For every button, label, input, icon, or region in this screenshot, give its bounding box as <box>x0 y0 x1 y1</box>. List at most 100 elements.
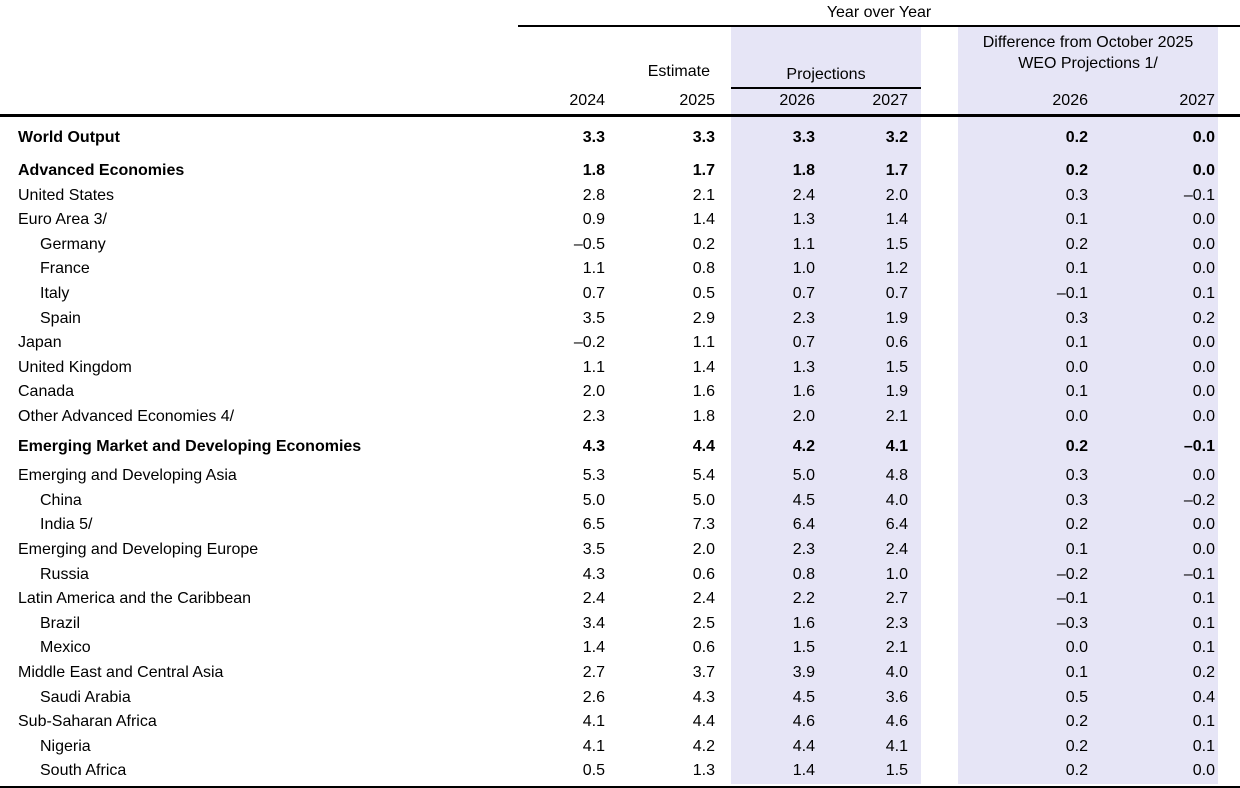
row-value: 0.6 <box>692 639 715 657</box>
row-gap-cell <box>921 759 958 784</box>
row-gap-cell <box>921 282 958 307</box>
row-value: 0.3 <box>1065 309 1088 327</box>
row-right-pad <box>1218 735 1240 760</box>
header-spacer <box>0 0 518 26</box>
row-value: 0.0 <box>1192 211 1215 229</box>
row-value: –0.1 <box>1183 437 1215 455</box>
row-right-pad <box>1218 331 1240 356</box>
row-value: 2.7 <box>582 663 605 681</box>
table-row: Spain 3.5 2.9 2.3 1.9 0.3 0.2 <box>0 307 1240 332</box>
estimate-header: Estimate <box>647 63 710 80</box>
row-value: 3.5 <box>582 309 605 327</box>
row-right-pad <box>1218 356 1240 381</box>
table-row: Germany –0.5 0.2 1.1 1.5 0.2 0.0 <box>0 233 1240 258</box>
row-value: 0.8 <box>792 565 815 583</box>
row-value: 2.9 <box>692 309 715 327</box>
row-value: 0.1 <box>1065 383 1088 401</box>
table-row: Emerging Market and Developing Economies… <box>0 430 1240 460</box>
row-gap-cell <box>921 459 958 489</box>
row-value: 4.2 <box>792 437 815 455</box>
row-value: –0.5 <box>573 235 605 253</box>
row-value: 1.4 <box>692 211 715 229</box>
row-value: 0.1 <box>1065 334 1088 352</box>
row-value: 0.0 <box>1192 260 1215 278</box>
row-value: 0.2 <box>1192 309 1215 327</box>
row-value: 2.3 <box>582 408 605 426</box>
row-value: 1.5 <box>792 639 815 657</box>
row-value: 4.2 <box>692 737 715 755</box>
table-row: United States 2.8 2.1 2.4 2.0 0.3 –0.1 <box>0 184 1240 209</box>
row-label: Advanced Economies <box>18 162 185 180</box>
row-value: 0.0 <box>1192 408 1215 426</box>
row-right-pad <box>1218 115 1240 150</box>
row-gap-cell <box>921 735 958 760</box>
row-right-pad <box>1218 661 1240 686</box>
row-value: 0.1 <box>1065 260 1088 278</box>
row-right-pad <box>1218 208 1240 233</box>
row-right-pad <box>1218 430 1240 460</box>
row-value: 0.0 <box>1192 383 1215 401</box>
row-value: –0.1 <box>1183 565 1215 583</box>
table-row: Japan –0.2 1.1 0.7 0.6 0.1 0.0 <box>0 331 1240 356</box>
row-value: 1.5 <box>885 762 908 780</box>
row-label: Emerging Market and Developing Economies <box>18 437 362 455</box>
row-right-pad <box>1218 513 1240 538</box>
row-right-pad <box>1218 307 1240 332</box>
row-value: 2.0 <box>792 408 815 426</box>
row-label: United Kingdom <box>18 358 132 376</box>
table-row: Mexico 1.4 0.6 1.5 2.1 0.0 0.1 <box>0 636 1240 661</box>
row-label: Middle East and Central Asia <box>18 663 224 681</box>
row-label: Emerging and Developing Europe <box>18 541 259 558</box>
row-value: 4.3 <box>582 565 605 583</box>
row-value: 0.1 <box>1192 713 1215 731</box>
table-row: South Africa 0.5 1.3 1.4 1.5 0.2 0.0 <box>0 759 1240 784</box>
table-header: Year over Year Estimate Projections Diff… <box>0 0 1240 117</box>
row-value: 5.0 <box>792 467 815 485</box>
row-value: 1.1 <box>582 260 605 278</box>
row-value: 4.1 <box>582 713 605 731</box>
row-value: 0.0 <box>1192 162 1215 180</box>
row-gap-cell <box>921 150 958 184</box>
year-header-2024: 2024 <box>518 88 608 117</box>
row-value: 2.3 <box>792 541 815 558</box>
row-label: Sub-Saharan Africa <box>18 713 157 731</box>
row-value: 0.1 <box>1065 211 1088 229</box>
row-value: 0.0 <box>1192 128 1215 146</box>
row-right-pad <box>1218 150 1240 184</box>
row-right-pad <box>1218 489 1240 514</box>
row-right-pad <box>1218 257 1240 282</box>
row-value: 3.7 <box>692 663 715 681</box>
row-value: 0.1 <box>1065 663 1088 681</box>
table-row: Euro Area 3/ 0.9 1.4 1.3 1.4 0.1 0.0 <box>0 208 1240 233</box>
row-value: 0.1 <box>1192 614 1215 632</box>
table-row: China 5.0 5.0 4.5 4.0 0.3 –0.2 <box>0 489 1240 514</box>
table-row: Saudi Arabia 2.6 4.3 4.5 3.6 0.5 0.4 <box>0 686 1240 711</box>
row-value: 7.3 <box>692 516 715 534</box>
year-labels-row: 2024 2025 2026 2027 2026 2027 <box>0 88 1240 117</box>
group-header-row: Estimate Projections Difference from Oct… <box>0 26 1240 89</box>
row-value: 0.0 <box>1065 358 1088 376</box>
row-right-pad <box>1218 184 1240 209</box>
row-value: 0.5 <box>692 285 715 303</box>
row-right-pad <box>1218 759 1240 784</box>
row-value: 2.3 <box>885 614 908 632</box>
row-value: 2.1 <box>692 186 715 204</box>
row-gap-cell <box>921 115 958 150</box>
row-right-pad <box>1218 636 1240 661</box>
row-value: 3.4 <box>582 614 605 632</box>
row-value: –0.2 <box>1056 565 1088 583</box>
row-gap-cell <box>921 430 958 460</box>
row-label: Nigeria <box>40 737 91 755</box>
row-value: 1.0 <box>885 565 908 583</box>
row-value: 0.2 <box>1065 713 1088 731</box>
row-value: 0.2 <box>1065 762 1088 780</box>
row-value: 5.0 <box>582 491 605 509</box>
row-value: 0.1 <box>1065 541 1088 558</box>
row-value: 4.6 <box>885 713 908 731</box>
row-value: 3.3 <box>582 128 605 146</box>
row-label: Canada <box>18 383 75 401</box>
row-value: 4.6 <box>792 713 815 731</box>
table-row: Emerging and Developing Europe 3.5 2.0 2… <box>0 538 1240 563</box>
table-bottom-rule <box>0 786 1240 788</box>
row-gap-cell <box>921 405 958 430</box>
